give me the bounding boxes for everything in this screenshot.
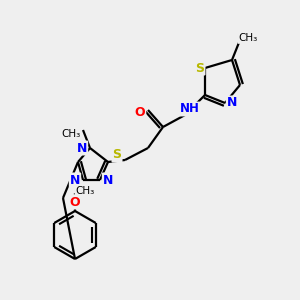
Text: CH₃: CH₃ — [61, 129, 81, 139]
Text: S: S — [196, 61, 205, 74]
Text: O: O — [70, 196, 80, 208]
Text: N: N — [227, 97, 237, 110]
Text: S: S — [112, 148, 122, 161]
Text: NH: NH — [180, 103, 200, 116]
Text: N: N — [103, 173, 113, 187]
Text: CH₃: CH₃ — [75, 186, 94, 196]
Text: N: N — [70, 173, 80, 187]
Text: CH₃: CH₃ — [238, 33, 258, 43]
Text: N: N — [77, 142, 87, 154]
Text: O: O — [135, 106, 145, 118]
